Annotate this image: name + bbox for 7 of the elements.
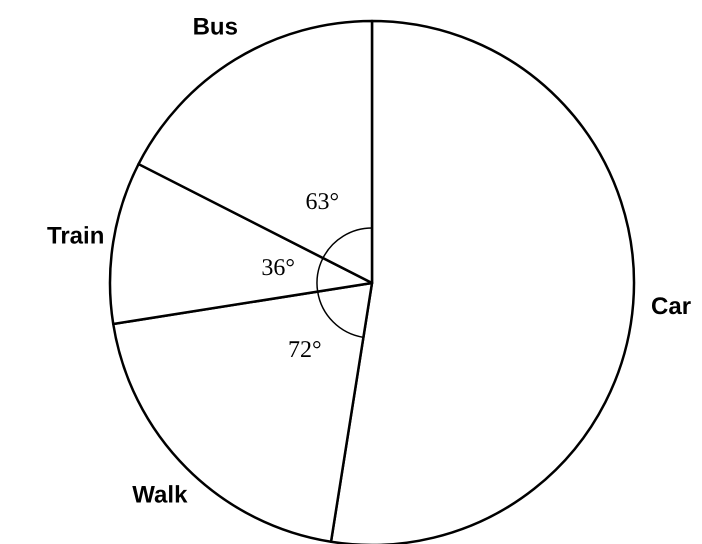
slice-label: Bus	[192, 14, 238, 41]
slice-label: Car	[651, 293, 692, 320]
data-label: 36°	[261, 255, 295, 282]
slice-label: Train	[47, 222, 104, 250]
data-label: 72°	[288, 337, 322, 364]
data-label: 63°	[306, 189, 340, 215]
slice-label: Walk	[132, 482, 188, 509]
